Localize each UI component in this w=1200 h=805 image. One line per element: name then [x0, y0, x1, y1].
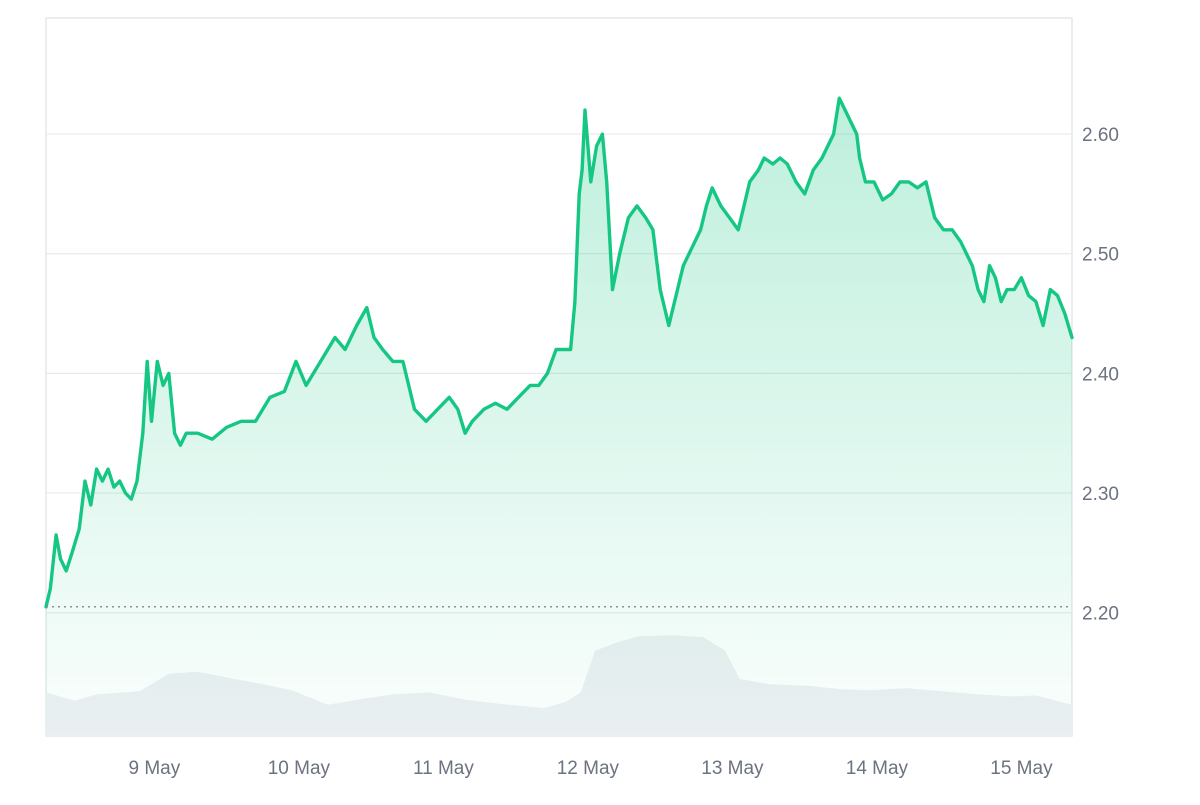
x-tick-label: 11 May — [413, 758, 474, 779]
y-axis: 2.20 2.30 2.40 2.50 2.60 — [1082, 125, 1119, 625]
x-axis: 9 May 10 May 11 May 12 May 13 May 14 May 15 Ma… — [129, 758, 1054, 779]
x-tick-label: 10 May — [268, 758, 331, 779]
x-tick-label: 12 May — [557, 758, 620, 779]
x-tick-label: 15 May — [990, 758, 1053, 779]
y-tick-label: 2.30 — [1082, 484, 1119, 505]
price-series-line — [44, 96, 1074, 609]
x-tick-label: 13 May — [701, 758, 764, 779]
x-tick-label: 14 May — [846, 758, 909, 779]
price-area-fill — [46, 98, 1072, 736]
y-tick-label: 2.60 — [1082, 125, 1119, 146]
price-line — [44, 96, 1074, 609]
price-area — [46, 98, 1072, 736]
y-tick-label: 2.40 — [1082, 364, 1119, 385]
x-tick-label: 9 May — [129, 758, 181, 779]
y-tick-label: 2.20 — [1082, 604, 1119, 625]
y-tick-label: 2.50 — [1082, 245, 1119, 266]
